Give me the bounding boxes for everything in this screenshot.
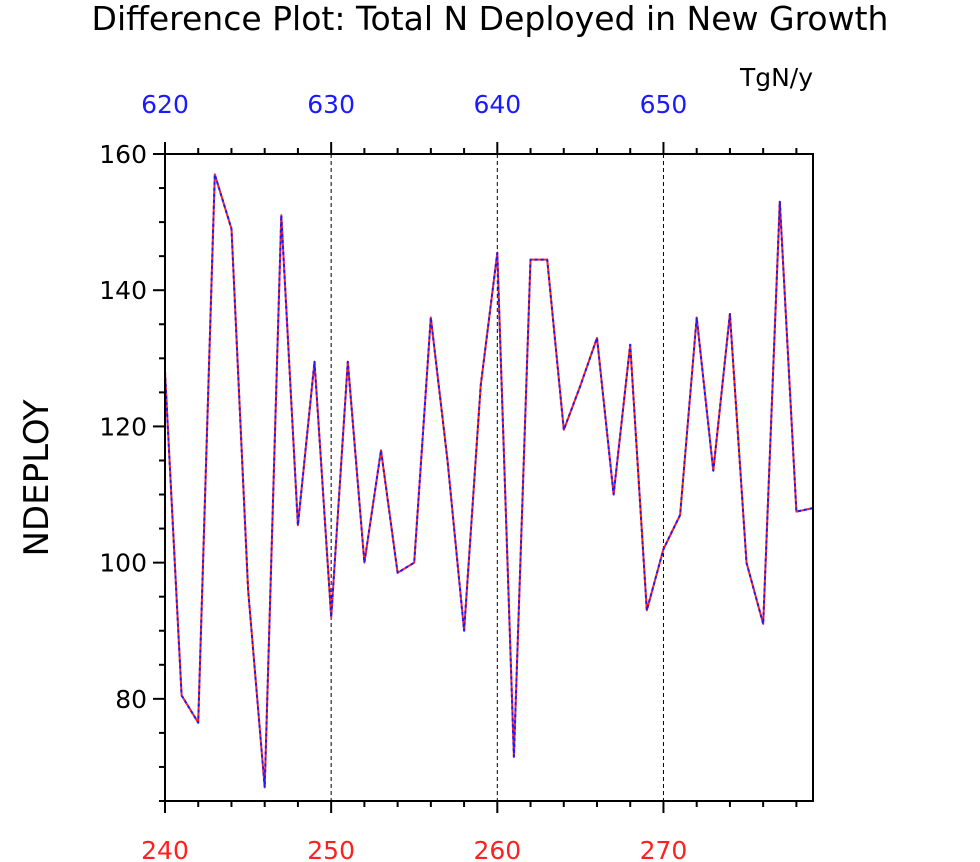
x-top-tick-label-1: 630	[307, 90, 355, 119]
x-bottom-tick-label-0: 240	[141, 836, 189, 862]
axis-ticks: 80 100 120 140 160 240 250 260 270 620 630 640 650	[99, 90, 798, 862]
x-top-tick-label-3: 650	[640, 90, 688, 119]
y-tick-label-120: 120	[99, 412, 147, 441]
y-tick-label-80: 80	[115, 685, 147, 714]
chart-title: Difference Plot: Total N Deployed in New…	[92, 0, 889, 38]
x-bottom-tick-label-1: 250	[307, 836, 355, 862]
x-top-tick-label-2: 640	[473, 90, 521, 119]
x-top-tick-label-0: 620	[141, 90, 189, 119]
y-tick-label-140: 140	[99, 276, 147, 305]
y-tick-label-100: 100	[99, 549, 147, 578]
y-axis-label: NDEPLOY	[17, 399, 57, 556]
x-bottom-tick-label-2: 260	[473, 836, 521, 862]
units-label: TgN/y	[739, 63, 813, 92]
y-tick-label-160: 160	[99, 140, 147, 169]
series-line-0	[164, 173, 814, 789]
plot-frame	[164, 153, 814, 802]
series-line-1	[164, 173, 814, 789]
x-bottom-tick-label-3: 270	[640, 836, 688, 862]
grid-lines	[330, 154, 664, 801]
data-series	[164, 173, 814, 789]
